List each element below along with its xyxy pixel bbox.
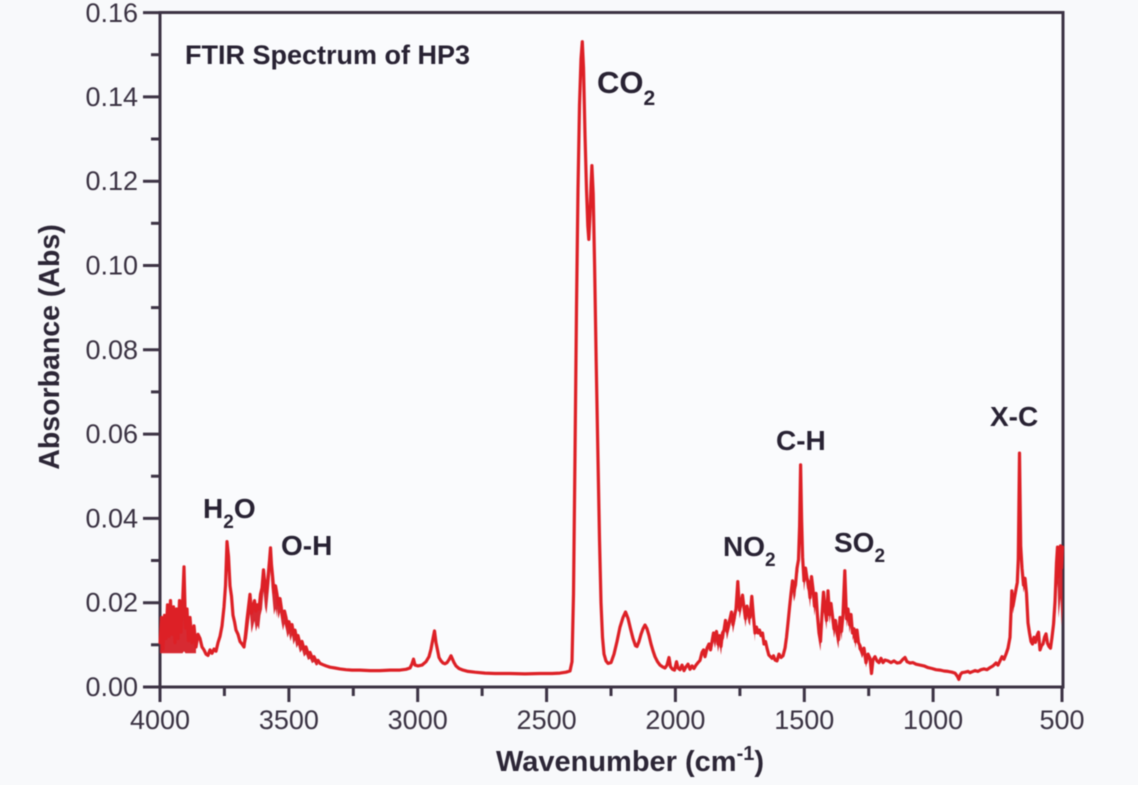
svg-text:0.16: 0.16 <box>85 0 138 28</box>
svg-text:0.02: 0.02 <box>85 588 138 618</box>
svg-text:0.10: 0.10 <box>85 251 138 281</box>
svg-text:X-C: X-C <box>990 401 1038 432</box>
svg-text:1000: 1000 <box>903 705 963 735</box>
svg-text:0.12: 0.12 <box>85 166 138 196</box>
svg-text:0.04: 0.04 <box>85 503 138 533</box>
svg-text:500: 500 <box>1039 705 1084 735</box>
svg-text:C-H: C-H <box>776 425 826 456</box>
svg-text:O-H: O-H <box>281 530 332 561</box>
svg-text:2000: 2000 <box>645 705 705 735</box>
svg-text:2500: 2500 <box>517 705 577 735</box>
svg-text:0.14: 0.14 <box>85 82 138 112</box>
svg-text:Absorbance (Abs): Absorbance (Abs) <box>34 224 66 469</box>
svg-text:0.00: 0.00 <box>85 672 138 702</box>
svg-text:4000: 4000 <box>130 705 190 735</box>
svg-text:0.08: 0.08 <box>85 335 138 365</box>
svg-text:3500: 3500 <box>259 705 319 735</box>
svg-text:0.06: 0.06 <box>85 419 138 449</box>
svg-text:3000: 3000 <box>388 705 448 735</box>
svg-text:1500: 1500 <box>774 705 834 735</box>
svg-text:Wavenumber (cm-1): Wavenumber (cm-1) <box>496 743 764 778</box>
svg-text:FTIR Spectrum of HP3: FTIR Spectrum of HP3 <box>185 40 470 70</box>
